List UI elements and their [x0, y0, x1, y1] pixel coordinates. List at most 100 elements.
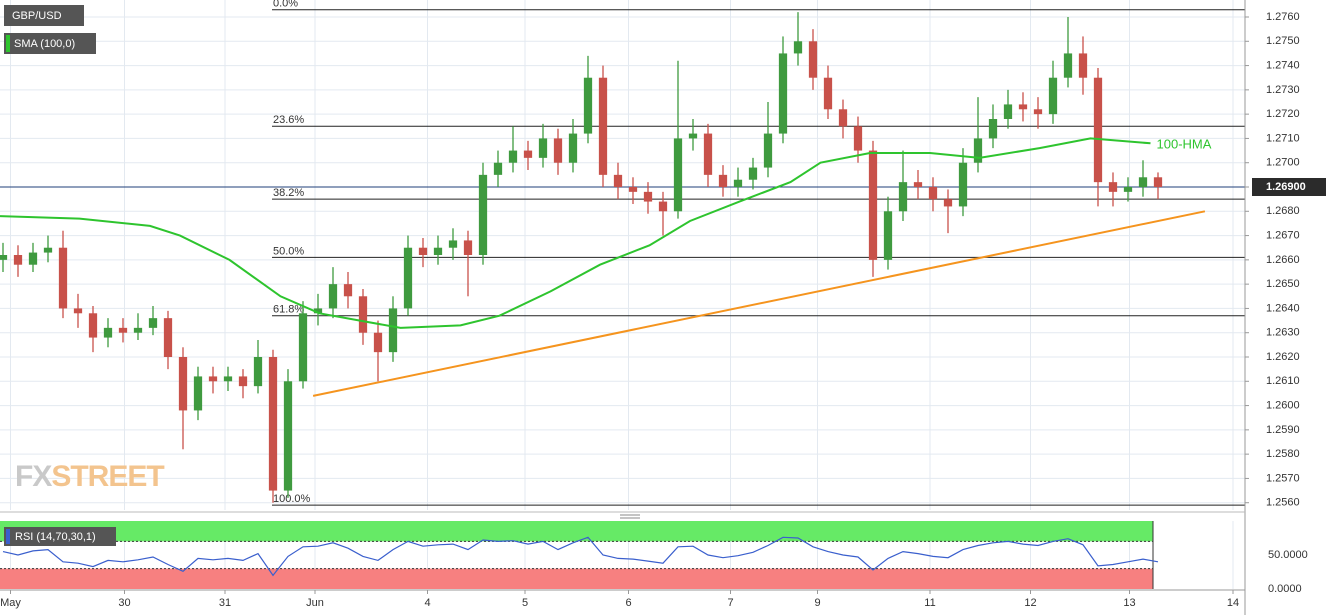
candle-body: [553, 138, 563, 163]
marks: [0, 12, 1206, 589]
candle-body: [853, 126, 863, 151]
x-tick-label: 11: [924, 597, 935, 609]
candle-body: [643, 191, 653, 202]
candle-body: [1078, 53, 1088, 78]
candle-body: [43, 247, 53, 253]
candle-body: [103, 327, 113, 338]
fib-label: 100.0%: [273, 493, 311, 505]
candle-body: [118, 327, 128, 333]
watermark-b: STREET: [51, 460, 164, 493]
candle-body: [178, 357, 188, 411]
y-tick-label: 1.2730: [1266, 84, 1300, 96]
fib-label: 61.8%: [273, 304, 304, 316]
candle-body: [613, 174, 623, 187]
candle-body: [1018, 104, 1028, 110]
candle-body: [13, 255, 23, 265]
candle-body: [253, 357, 263, 387]
candle-body: [688, 133, 698, 139]
grid: 1.2560 1.2570 1.2580 1.2590 1.2600 1.2610 1.26…: [0, 0, 1308, 609]
candle-body: [973, 138, 983, 163]
indicator-swatch: [6, 35, 10, 52]
candle-body: [943, 199, 953, 207]
y-tick-label: 1.2680: [1266, 205, 1300, 217]
y-tick-label: 1.2620: [1266, 351, 1300, 363]
candle-body: [1108, 182, 1118, 192]
rsi-tick-label: 50.0000: [1268, 549, 1308, 561]
x-tick-label: May: [0, 597, 21, 609]
candle-body: [733, 179, 743, 187]
watermark-a: FX: [15, 460, 52, 493]
x-tick-label: 13: [1123, 597, 1135, 609]
candle-body: [1153, 177, 1163, 187]
candle-body: [583, 77, 593, 134]
candle-body: [823, 77, 833, 110]
rsi-legend-box[interactable]: [4, 527, 116, 546]
candle-body: [523, 150, 533, 158]
candle-body: [418, 247, 428, 255]
candle-body: [778, 53, 788, 134]
candle-body: [268, 357, 278, 491]
x-tick-label: 4: [424, 597, 430, 609]
candle-body: [673, 138, 683, 212]
candle-body: [403, 247, 413, 309]
candle-body: [988, 119, 998, 139]
watermark: FXSTREET: [15, 460, 164, 493]
y-tick-label: 1.2710: [1266, 132, 1300, 144]
candle-body: [493, 162, 503, 175]
y-tick-label: 1.2610: [1266, 375, 1300, 387]
rsi-tick-label: 0.0000: [1268, 583, 1302, 595]
y-tick-label: 1.2630: [1266, 327, 1300, 339]
candle-body: [478, 174, 488, 255]
overlay: 100-HMA 1.26900 RSI (14,70,30,1): [4, 137, 1326, 546]
candle-body: [1063, 53, 1073, 78]
candle-body: [373, 332, 383, 353]
y-tick-label: 1.2560: [1266, 497, 1300, 509]
candle-body: [928, 187, 938, 200]
price-tag-label: 1.26900: [1266, 181, 1306, 193]
candle-body: [58, 247, 68, 309]
y-tick-label: 1.2590: [1266, 424, 1300, 436]
symbol-label: GBP/USD: [12, 10, 62, 22]
candle-body: [88, 313, 98, 338]
hma-line: [0, 137, 1151, 329]
candle-body: [913, 182, 923, 187]
candle-body: [448, 240, 458, 248]
y-tick-label: 1.2580: [1266, 448, 1300, 460]
candle-body: [358, 296, 368, 333]
candle-body: [748, 167, 758, 180]
rsi-line: [2, 536, 1159, 577]
x-tick-label: 6: [625, 597, 631, 609]
candle-body: [763, 133, 773, 168]
candle-body: [238, 376, 248, 387]
candle-body: [793, 41, 803, 54]
y-tick-label: 1.2600: [1266, 399, 1300, 411]
candle-body: [73, 308, 83, 314]
candle-body: [283, 381, 293, 491]
trendline: [312, 210, 1206, 397]
candle-body: [628, 187, 638, 192]
fib-label: 0.0%: [273, 0, 298, 10]
candle-body: [1093, 77, 1103, 183]
y-tick-label: 1.2660: [1266, 254, 1300, 266]
y-tick-label: 1.2720: [1266, 108, 1300, 120]
candle-body: [958, 162, 968, 207]
candle-body: [658, 201, 668, 212]
y-tick-label: 1.2640: [1266, 302, 1300, 314]
y-tick-label: 1.2760: [1266, 11, 1300, 23]
candle-body: [343, 284, 353, 297]
y-tick-label: 1.2740: [1266, 59, 1300, 71]
x-tick-label: 31: [219, 597, 231, 609]
x-tick-label: 12: [1024, 597, 1036, 609]
rsi-overbought-band: [0, 521, 1153, 542]
candle-body: [718, 174, 728, 187]
indicator-box[interactable]: [4, 33, 96, 54]
candle-body: [1003, 104, 1013, 119]
x-tick-label: Jun: [306, 597, 324, 609]
candle-body: [433, 247, 443, 255]
candle-body: [568, 133, 578, 163]
y-tick-label: 1.2650: [1266, 278, 1300, 290]
candle-body: [883, 211, 893, 260]
y-tick-label: 1.2570: [1266, 472, 1300, 484]
symbol-box[interactable]: [4, 5, 84, 26]
